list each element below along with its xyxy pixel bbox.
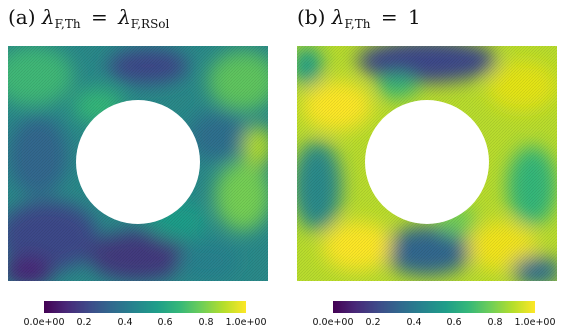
panel-a-tick-label: 0.8 bbox=[198, 317, 214, 328]
panel-b-lhs: λF,Th bbox=[331, 5, 371, 31]
panel-b-title: (b) λF,Th = 1 bbox=[297, 4, 421, 37]
panel-b-field-plot bbox=[297, 46, 557, 281]
panel-a-rhs: λF,RSol bbox=[118, 5, 170, 31]
panel-a-tick-label: 0.4 bbox=[117, 317, 133, 328]
panel-b-hole bbox=[365, 100, 489, 224]
panel-a: (a) λF,Th = λF,RSol bbox=[0, 0, 280, 334]
panel-b-tick-label: 0.0e+00 bbox=[312, 317, 354, 328]
panel-a-title: (a) λF,Th = λF,RSol bbox=[8, 4, 169, 37]
panel-a-lhs: λF,Th bbox=[41, 5, 81, 31]
panel-b-colorbar: 0.0e+00 0.2 0.4 0.6 0.8 1.0e+00 bbox=[312, 301, 556, 331]
panel-a-colorbar-gradient bbox=[44, 301, 246, 313]
panel-a-tick-label: 0.0e+00 bbox=[23, 317, 65, 328]
panel-a-equals: = bbox=[90, 5, 108, 29]
panel-a-tick-label: 1.0e+00 bbox=[225, 317, 267, 328]
panel-b: (b) λF,Th = 1 bbox=[289, 0, 569, 334]
panel-b-tick-label: 1.0e+00 bbox=[514, 317, 556, 328]
panel-b-tick-label: 0.2 bbox=[365, 317, 381, 328]
panel-b-tick-label: 0.6 bbox=[446, 317, 462, 328]
panel-b-tick-label: 0.8 bbox=[487, 317, 503, 328]
panel-b-label: (b) bbox=[297, 5, 326, 29]
panel-b-rhs: 1 bbox=[407, 5, 421, 29]
panel-a-field-plot bbox=[8, 46, 268, 281]
panel-a-hole bbox=[76, 100, 200, 224]
panel-a-label: (a) bbox=[8, 5, 36, 29]
panel-b-tick-label: 0.4 bbox=[406, 317, 422, 328]
panel-a-tick-label: 0.6 bbox=[157, 317, 173, 328]
panel-b-colorbar-gradient bbox=[333, 301, 535, 313]
panel-a-colorbar: 0.0e+00 0.2 0.4 0.6 0.8 1.0e+00 bbox=[23, 301, 267, 331]
panel-b-equals: = bbox=[380, 5, 398, 29]
panel-a-tick-label: 0.2 bbox=[76, 317, 92, 328]
